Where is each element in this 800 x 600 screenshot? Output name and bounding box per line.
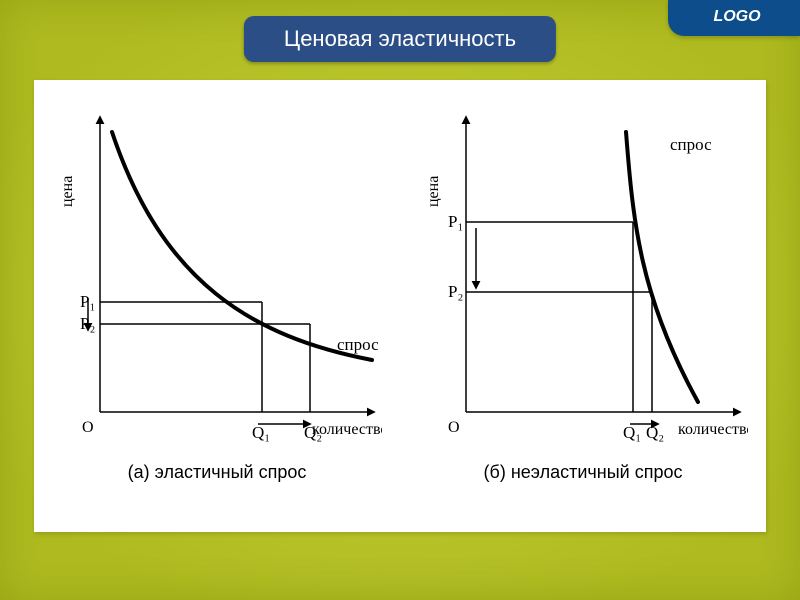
- logo-text: LOGO: [713, 8, 760, 25]
- svg-text:P₂: P₂: [448, 282, 463, 301]
- svg-text:Q₁: Q₁: [252, 423, 270, 442]
- logo-tab: LOGO: [668, 0, 800, 36]
- charts-row: цена количество O P₁ P₂ Q₁ Q₂ спрос (а) эластич…: [34, 92, 766, 483]
- chart-right: цена количество O P₁ P₂ Q₁ Q₂ спрос (б) неэласт…: [418, 92, 748, 483]
- title-text: Ценовая эластичность: [284, 26, 516, 51]
- svg-text:P₁: P₁: [448, 212, 463, 231]
- svg-text:цена: цена: [425, 176, 442, 207]
- svg-text:Q₂: Q₂: [304, 423, 322, 442]
- svg-text:спрос: спрос: [670, 135, 712, 154]
- svg-text:количество: количество: [678, 421, 748, 438]
- svg-text:O: O: [82, 419, 94, 436]
- chart-left: ценаколичествоOP₁P₂Q₁Q₂спрос (а) эластич…: [52, 92, 382, 483]
- svg-text:O: O: [448, 419, 460, 436]
- caption-right: (б) неэластичный спрос: [484, 462, 683, 483]
- slide-stage: LOGO Ценовая эластичность цена количество…: [0, 0, 800, 600]
- elastic-demand-chart: ценаколичествоOP₁P₂Q₁Q₂спрос: [52, 92, 382, 452]
- svg-text:количество: количество: [312, 421, 382, 438]
- caption-left: (а) эластичный спрос: [128, 462, 307, 483]
- svg-text:цена: цена: [59, 176, 76, 207]
- svg-text:спрос: спрос: [337, 335, 379, 354]
- svg-text:Q₁: Q₁: [623, 423, 641, 442]
- inelastic-demand-chart: цена количество O P₁ P₂ Q₁ Q₂ спрос: [418, 92, 748, 452]
- slide-title: Ценовая эластичность: [244, 16, 556, 62]
- svg-text:Q₂: Q₂: [646, 423, 664, 442]
